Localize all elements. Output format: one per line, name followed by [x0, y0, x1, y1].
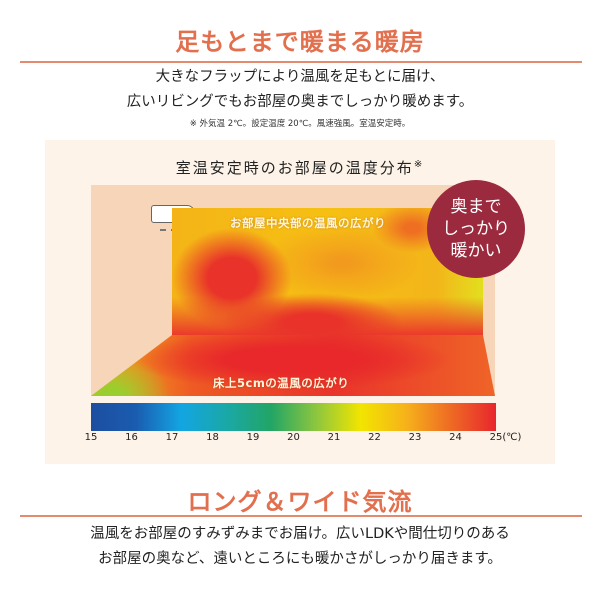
section2-heading: ロング＆ワイド気流 — [187, 488, 413, 516]
map-title: 室温安定時のお部屋の温度分布※ — [45, 157, 555, 178]
floor-label: 床上5cmの温風の広がり — [213, 376, 350, 390]
scale-tick-label: 18 — [206, 432, 219, 443]
section1-body-line1: 大きなフラップにより温風を足もとに届け、 — [155, 69, 445, 85]
footnote: ※ 外気温 2℃。設定温度 20℃。風速強風。室温安定時。 — [189, 119, 411, 129]
map-title-mark: ※ — [413, 159, 425, 170]
section2-body-line2: お部屋の奥など、遠いところにも暖かさがしっかり届きます。 — [98, 551, 502, 567]
scale-tick-label: 24 — [449, 432, 462, 443]
divider — [20, 61, 582, 63]
section1-heading: 足もとまで暖まる暖房 — [175, 28, 425, 56]
scale-tick-label: 25(℃) — [489, 432, 522, 443]
section2-body-line1: 温風をお部屋のすみずみまでお届け。広いLDKや間仕切りのある — [90, 526, 510, 542]
section1-body-line2: 広いリビングでもお部屋の奥までしっかり暖めます。 — [126, 94, 474, 110]
color-scale-ticks: 15 16 17 18 19 20 21 22 23 24 25(℃) — [85, 432, 522, 446]
temperature-map-panel: 室温安定時のお部屋の温度分布※ お部屋中央部の温風の広がり 床上5cmの温風の広… — [45, 140, 555, 464]
scale-tick-label: 20 — [287, 432, 300, 443]
scale-tick-label: 16 — [125, 432, 138, 443]
scale-tick-label: 17 — [165, 432, 179, 443]
scale-tick-label: 19 — [246, 432, 260, 443]
scale-tick-label: 23 — [408, 432, 422, 443]
scale-tick-label: 21 — [327, 432, 341, 443]
scale-tick-label: 15 — [84, 432, 98, 443]
scale-tick-label: 22 — [368, 432, 381, 443]
warm-badge: 奥まで しっかり 暖かい — [427, 180, 525, 278]
badge-line: しっかり — [442, 219, 510, 239]
divider — [20, 515, 582, 517]
badge-line: 暖かい — [450, 241, 502, 261]
wall-label: お部屋中央部の温風の広がり — [230, 216, 386, 230]
map-title-text: 室温安定時のお部屋の温度分布 — [175, 159, 414, 177]
badge-line: 奥まで — [450, 197, 502, 217]
color-scale-bar — [91, 403, 496, 431]
